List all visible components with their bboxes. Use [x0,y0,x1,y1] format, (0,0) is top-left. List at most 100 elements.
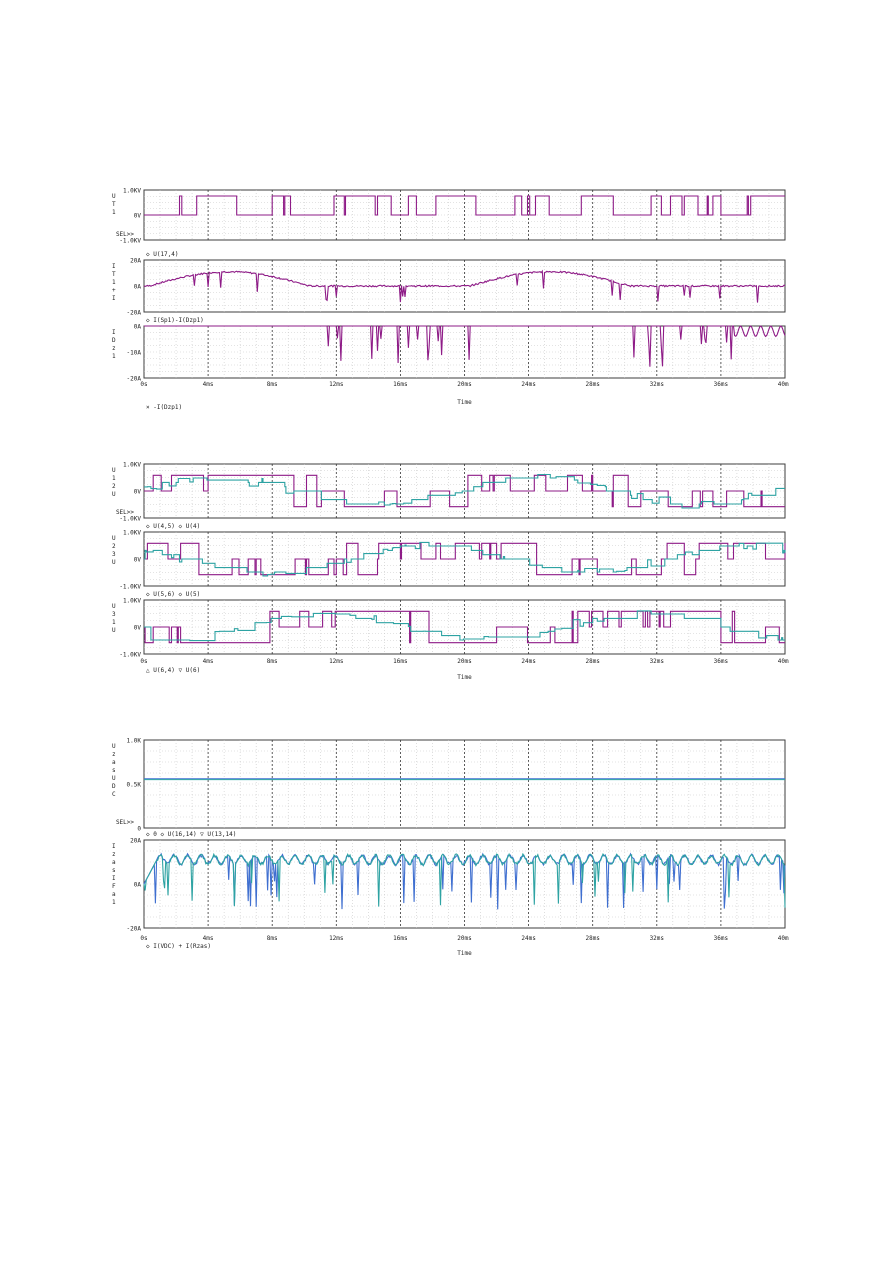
bottom-legend: △ U(6,4) ▽ U(6) [146,667,200,674]
x-tick-label: 8ms [267,658,278,665]
y-axis-label-char: 3 [112,611,116,618]
x-tick-label: 20ms [457,381,472,388]
y-tick-label: 1.0KV [123,530,141,537]
y-axis-label-char: D [112,337,116,344]
y-tick-label: 1.0KV [123,462,141,469]
trace-purple [144,195,785,216]
y-axis-label-char: I [112,295,116,302]
x-tick-label: 36ms [714,935,729,942]
y-axis-label-char: U [112,743,116,750]
y-axis-label-char: D [112,783,116,790]
y-axis-label-char: F [112,883,116,890]
sel-marker: SEL>> [116,231,134,238]
trace-teal [144,473,785,509]
x-tick-label: 16ms [393,381,408,388]
x-tick-label: 16ms [393,658,408,665]
x-tick-label: 16ms [393,935,408,942]
y-tick-label: 20A [130,258,141,265]
x-tick-label: 20ms [457,658,472,665]
x-tick-label: 20ms [457,935,472,942]
y-tick-label: 1.0KV [123,188,141,195]
y-tick-label: 0A [134,324,142,331]
y-axis-label-char: I [112,329,116,336]
bottom-legend: × -I(Dzp1) [146,404,182,410]
y-axis-label-char: 2 [112,543,116,550]
sel-marker: SEL>> [116,509,134,516]
x-tick-label: 0s [140,658,148,665]
figure-2-svg: 1.0KV0V-1.0KVU12USEL>>1.0KV0V-1.0KVU23U◇… [112,462,789,682]
y-tick-label: -1.0KV [119,584,141,591]
x-axis-label: Time [457,674,472,681]
trace-purple [144,325,786,367]
trace-teal [143,852,786,908]
y-axis-label-char: z [112,851,116,858]
x-tick-label: 36ms [714,381,729,388]
scope-figure-2: 1.0KV 0V -1.0KV U 1 2 U SEL>> 1.0KV 0V -1.0KV U 2 3 U ◇… [106,460,789,684]
x-tick-label: 28ms [585,935,600,942]
trace-teal [144,541,786,577]
y-tick-label: 0V [134,489,142,496]
y-axis-label-char: C [112,791,116,798]
y-axis-label-char: U [112,775,116,782]
y-axis-label-char: z [112,345,116,352]
y-tick-label: 0A [134,882,142,889]
x-tick-label: 32ms [650,935,665,942]
y-axis-label-char: T [112,201,116,208]
y-tick-label: -20A [127,926,142,933]
x-tick-label: 36ms [714,658,729,665]
x-tick-label: 12ms [329,935,344,942]
y-axis-label-char: 1 [112,899,116,906]
y-axis-label-char: 3 [112,551,116,558]
sel-marker: SEL>> [116,819,134,826]
x-tick-label: 4ms [203,935,214,942]
x-tick-label: 40ms [778,381,789,388]
y-axis-label-char: U [112,491,116,498]
y-axis-label-char: a [112,891,116,898]
x-tick-label: 0s [140,381,148,388]
y-axis-label-char: 1 [112,619,116,626]
y-axis-label-char: U [112,627,116,634]
y-tick-label: -1.0KV [119,652,141,659]
bottom-legend: ◇ I(VDC) + I(Rzas) [146,943,211,950]
trace-teal [144,610,785,642]
trace-legend: ◇ I(Sp1)-I(Dzp1) [146,317,204,324]
x-tick-label: 8ms [267,935,278,942]
x-tick-label: 32ms [650,381,665,388]
y-axis-label-char: 1 [112,475,116,482]
x-tick-label: 28ms [585,658,600,665]
y-tick-label: 20A [130,838,141,845]
x-tick-label: 24ms [521,935,536,942]
y-tick-label: 0V [134,213,142,220]
trace-purple [144,474,785,508]
y-axis-label-char: U [112,193,116,200]
y-axis-label-char: + [112,287,116,294]
x-tick-label: 40ms [778,658,789,665]
x-axis-label: Time [457,950,472,957]
x-tick-label: 12ms [329,381,344,388]
trace-purple [143,269,786,303]
x-tick-label: 4ms [203,381,214,388]
y-tick-label: -10A [127,350,142,357]
x-tick-label: 24ms [521,658,536,665]
y-tick-label: -20A [127,376,142,383]
x-tick-label: 32ms [650,658,665,665]
y-axis-label-char: z [112,751,116,758]
y-tick-label: -1.0KV [119,516,141,523]
trace-legend: ◇ 0 ◇ U(16,14) ▽ U(13,14) [146,831,236,838]
y-tick-label: 1.0KV [123,598,141,605]
y-tick-label: -20A [127,310,142,317]
y-axis-label-char: U [112,535,116,542]
y-axis-label-char: 1 [112,209,116,216]
y-axis-label-char: 1 [112,279,116,286]
y-axis-label-char: I [112,263,116,270]
y-tick-label: 0A [134,284,142,291]
y-axis-label-char: I [112,843,116,850]
y-axis-label-char: T [112,271,116,278]
